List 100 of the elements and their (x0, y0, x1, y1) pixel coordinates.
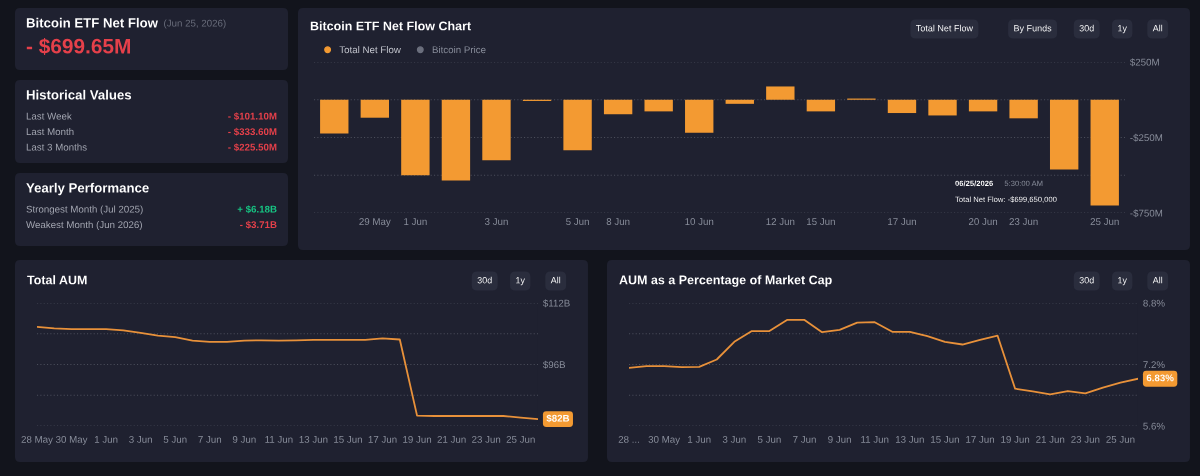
text: 30d (1079, 24, 1094, 32)
x-tick-label: 15 Jun (807, 218, 835, 225)
x-tick-label: 30 May (648, 435, 681, 445)
x-tick-label: 23 Jun (1009, 218, 1038, 225)
legend-label: Bitcoin Price (432, 46, 486, 54)
x-tick-label: 23 Jun (1071, 435, 1100, 443)
x-tick-label: 17 Jun (888, 218, 916, 225)
text: 1y (1118, 25, 1127, 34)
x-tick-label: 3 Jun (484, 218, 508, 225)
x-tick-label: 13 Jun (895, 435, 924, 443)
text: - $225.50M (228, 143, 277, 152)
x-tick-label: 21 Jun (1036, 435, 1065, 443)
annotation: $82B (546, 414, 570, 423)
text: Weakest Month (Jun 2026) (26, 220, 142, 231)
chart-title: AUM as a Percentage of Market Cap (619, 275, 832, 287)
text: - $101.10M (228, 112, 277, 121)
text: - $699.65M (26, 37, 130, 55)
bar (928, 99, 957, 116)
x-tick-label: 19 Jun (1001, 435, 1030, 443)
text: All (1152, 24, 1163, 32)
x-tick-label: 11 Jun (861, 436, 889, 443)
y-tick-label: -$250M (1130, 133, 1163, 142)
x-tick-label: 28 ... (618, 435, 639, 443)
text: 1y (516, 277, 525, 286)
bar (482, 99, 511, 161)
bar (968, 99, 998, 112)
x-tick-label: 13 Jun (299, 435, 328, 443)
text: Strongest Month (Jul 2025) (26, 205, 143, 215)
bar (887, 99, 917, 114)
x-tick-label: 12 Jun (766, 218, 795, 225)
x-tick-label: 21 Jun (437, 435, 466, 443)
text: - $3.71B (240, 220, 277, 229)
x-tick-label: 7 Jun (198, 436, 222, 443)
x-tick-label: 17 Jun (368, 436, 397, 443)
x-tick-label: 25 Jun (1090, 218, 1119, 225)
bar (766, 86, 795, 100)
x-tick-label: 23 Jun (472, 435, 501, 443)
bar (806, 99, 836, 112)
x-tick-label: 30 May (55, 435, 88, 445)
x-tick-label: 11 Jun (265, 436, 293, 443)
y-tick-label: 8.8% (1143, 299, 1165, 307)
text: All (550, 276, 561, 284)
x-tick-label: 19 Jun (403, 435, 432, 443)
x-tick-label: 5 Jun (566, 218, 589, 225)
annotation: 6.83% (1146, 374, 1174, 382)
text: Historical Values (26, 89, 132, 100)
x-tick-label: 25 Jun (506, 435, 535, 443)
legend-label: Total Net Flow (339, 46, 401, 54)
bar (360, 99, 390, 118)
line-series (629, 319, 1138, 396)
x-tick-label: 5 Jun (163, 436, 187, 443)
line-series (37, 325, 538, 420)
x-tick-label: 1 Jun (404, 218, 427, 225)
text: Total Net Flow (916, 24, 974, 32)
x-tick-label: 9 Jun (232, 435, 256, 443)
text: (Jun 25, 2026) (164, 19, 226, 29)
x-tick-label: 3 Jun (129, 435, 152, 443)
chart-title: Bitcoin ETF Net Flow Chart (310, 21, 471, 31)
x-tick-label: 15 Jun (334, 436, 362, 443)
x-tick-label: 1 Jun (94, 436, 118, 443)
bar (725, 99, 754, 104)
x-tick-label: 1 Jun (688, 436, 711, 443)
bar (1009, 99, 1038, 119)
text: Bitcoin ETF Net Flow (26, 17, 158, 28)
bar (1049, 99, 1079, 170)
y-tick-label: 5.6% (1143, 422, 1165, 430)
x-tick-label: 10 Jun (685, 218, 714, 225)
bar (320, 99, 349, 134)
chart-title: Total AUM (27, 275, 87, 285)
x-tick-label: 9 Jun (828, 435, 851, 443)
x-tick-label: 5 Jun (757, 436, 781, 443)
text: Last 3 Months (26, 143, 87, 151)
bar (1090, 99, 1119, 206)
y-tick-label: -$750M (1130, 209, 1163, 218)
x-tick-label: 7 Jun (793, 436, 816, 443)
text: By Funds (1014, 24, 1052, 34)
x-tick-label: 8 Jun (606, 218, 630, 225)
text: + $6.18B (237, 205, 277, 214)
x-tick-label: 15 Jun (931, 436, 959, 443)
bar (563, 99, 592, 151)
text: Last Month (26, 127, 74, 136)
text: - $333.60M (228, 127, 277, 136)
y-tick-label: $96B (542, 360, 566, 369)
x-tick-label: 3 Jun (722, 435, 746, 443)
bar (441, 99, 471, 181)
bar (685, 99, 714, 133)
text: 1y (1118, 277, 1127, 286)
y-tick-label: $112B (542, 299, 570, 308)
text: Last Week (26, 112, 72, 120)
x-tick-label: 17 Jun (966, 436, 994, 443)
x-tick-label: 25 Jun (1106, 435, 1135, 443)
text: 30d (1079, 276, 1094, 284)
bar (644, 99, 673, 112)
text: 30d (477, 276, 492, 284)
bar (603, 99, 633, 115)
text: Yearly Performance (26, 182, 149, 196)
y-tick-label: 7.2% (1143, 361, 1165, 369)
bar (401, 99, 430, 176)
x-tick-label: 29 May (359, 218, 391, 227)
text: All (1152, 276, 1163, 284)
